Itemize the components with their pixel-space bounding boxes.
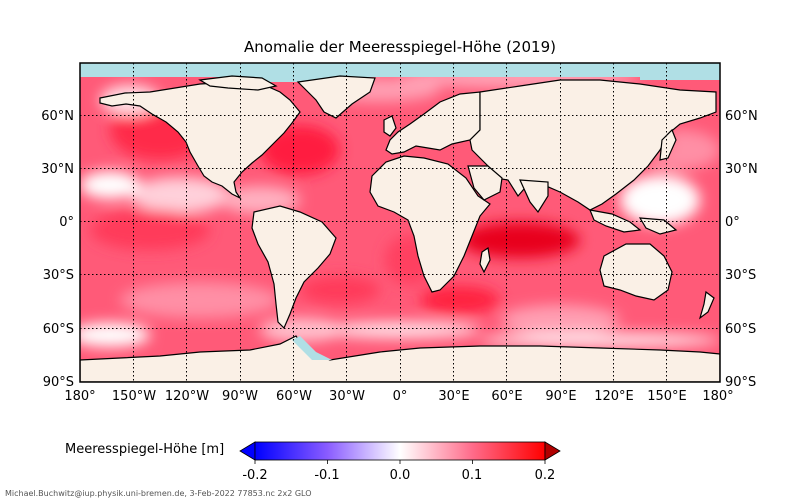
colorbar-tick: 0.1 <box>462 468 483 483</box>
lon-label: 150°W <box>112 389 156 404</box>
lat-label-right: 0° <box>725 215 740 230</box>
land-asia <box>469 79 717 211</box>
lat-label-left: 60°S <box>43 322 74 337</box>
lat-label-right: 90°S <box>725 375 756 390</box>
map-frame <box>79 62 721 383</box>
lon-label: 30°W <box>329 389 365 404</box>
land-greenland <box>296 75 376 119</box>
lat-label-left: 30°S <box>43 268 74 283</box>
lon-label: 180° <box>64 389 95 404</box>
lat-label-left: 60°N <box>41 109 74 124</box>
colorbar: -0.2 -0.1 0.0 0.1 0.2 <box>239 441 561 483</box>
lon-label: 30°E <box>438 389 469 404</box>
lon-label: 0° <box>393 389 408 404</box>
lat-label-right: 60°N <box>725 109 758 124</box>
lon-label: 120°E <box>594 389 634 404</box>
colorbar-tick: 0.0 <box>390 468 411 483</box>
lon-label: 150°E <box>647 389 687 404</box>
colorbar-label: Meeresspiegel-Höhe [m] <box>65 442 225 457</box>
colorbar-gradient <box>254 441 546 461</box>
lat-label-left: 90°S <box>43 375 74 390</box>
lon-label: 180° <box>702 389 733 404</box>
lon-label: 60°W <box>276 389 312 404</box>
lat-label-left: 30°N <box>41 162 74 177</box>
lon-label: 90°W <box>222 389 258 404</box>
credit-line: Michael.Buchwitz@iup.physik.uni-bremen.d… <box>5 489 312 498</box>
lon-label: 60°E <box>491 389 522 404</box>
colorbar-min-arrow <box>239 441 256 461</box>
lat-label-right: 60°S <box>725 322 756 337</box>
colorbar-max-arrow <box>544 441 561 461</box>
lat-label-left: 0° <box>59 215 74 230</box>
map-title: Anomalie der Meeresspiegel-Höhe (2019) <box>244 38 556 56</box>
lon-label: 120°W <box>165 389 209 404</box>
colorbar-tick: -0.1 <box>314 468 339 483</box>
antarctic-sea-ice <box>292 336 332 360</box>
lon-label: 90°E <box>545 389 576 404</box>
colorbar-tick: 0.2 <box>535 468 556 483</box>
land-australia <box>599 243 673 301</box>
lat-label-right: 30°N <box>725 162 758 177</box>
gridlines <box>80 63 720 382</box>
colorbar-tick: -0.2 <box>242 468 267 483</box>
lat-label-right: 30°S <box>725 268 756 283</box>
